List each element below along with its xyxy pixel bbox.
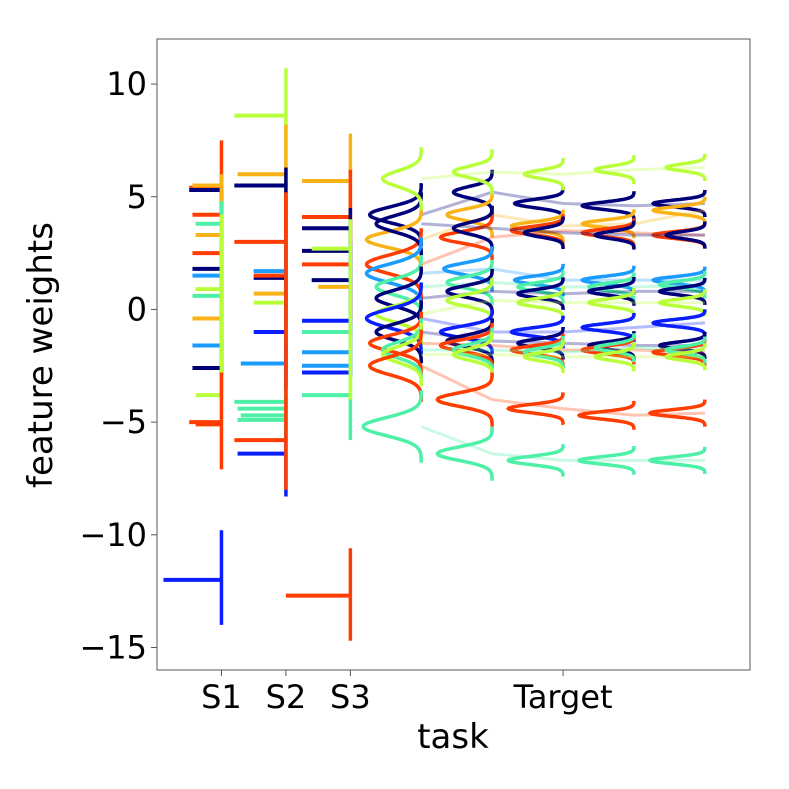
target-weight-distribution <box>516 286 565 319</box>
series-layer <box>163 68 707 641</box>
target-weight-distribution <box>522 157 565 191</box>
source-task-S1 <box>163 140 224 625</box>
target-weight-distribution <box>516 270 565 304</box>
x-tick-label: S3 <box>330 678 371 716</box>
target-weight-distribution <box>650 196 707 224</box>
target-trajectory <box>420 425 705 462</box>
x-tick-label: S2 <box>266 678 307 716</box>
target-weight-distribution <box>657 277 707 306</box>
y-tick-label: −10 <box>79 516 147 554</box>
target-weight-distribution <box>445 259 494 305</box>
target-weight-distribution <box>650 189 707 218</box>
target-weight-distribution <box>647 399 707 427</box>
source-task-S2 <box>234 68 288 497</box>
target-weight-distribution <box>586 288 636 318</box>
target-weight-distribution <box>593 333 636 363</box>
target-weight-distribution <box>593 220 636 250</box>
target-weight-distribution <box>435 426 494 481</box>
target-weight-distribution <box>516 277 565 310</box>
x-axis-ticks: S1 S2 S3 Target <box>201 670 613 716</box>
target-weight-distribution <box>576 400 636 430</box>
target-weight-distribution <box>380 147 424 211</box>
target-weight-distribution <box>451 332 494 377</box>
target-weight-distribution <box>593 155 636 185</box>
target-weight-distribution <box>516 326 565 360</box>
target-weight-distribution <box>586 276 636 306</box>
target-weight-distribution <box>576 445 636 475</box>
y-axis-ticks: 10 5 0 −5 −10 −15 <box>79 65 157 666</box>
y-axis-title: feature weights <box>21 222 61 488</box>
target-weight-distribution <box>435 372 494 427</box>
target-weight-distribution <box>580 209 636 239</box>
plot-frame <box>156 38 751 671</box>
target-weight-distribution <box>451 149 494 195</box>
target-weight-distribution <box>445 268 494 314</box>
target-weight-distribution <box>664 153 707 181</box>
target-trajectory <box>421 353 705 359</box>
target-weight-distribution <box>522 216 565 250</box>
target-trajectory <box>421 166 705 181</box>
target-weight-distribution <box>506 391 565 426</box>
target-weight-distribution <box>367 329 424 402</box>
target-weight-distribution <box>664 221 707 249</box>
target-weight-distribution <box>445 192 494 238</box>
source-task-S3 <box>285 133 353 641</box>
x-tick-label: S1 <box>201 678 242 716</box>
target-task <box>361 147 707 481</box>
target-weight-distribution <box>664 336 707 364</box>
target-weight-distribution <box>506 443 565 478</box>
target-trajectory <box>421 298 705 316</box>
target-weight-distribution <box>593 342 636 372</box>
y-tick-label: 5 <box>127 178 147 216</box>
target-weight-distribution <box>438 309 494 355</box>
target-weight-distribution <box>522 340 565 374</box>
y-tick-label: 0 <box>127 290 147 328</box>
target-weight-distribution <box>647 446 707 475</box>
target-weight-distribution <box>374 300 424 364</box>
target-weight-distribution <box>664 343 707 371</box>
x-tick-label: Target <box>513 678 613 716</box>
y-tick-label: −5 <box>100 403 147 441</box>
target-weight-distribution <box>451 205 494 251</box>
target-trajectory <box>421 222 705 237</box>
y-tick-label: 10 <box>106 65 147 103</box>
x-axis-title: task <box>417 717 489 757</box>
target-weight-distribution <box>361 390 424 463</box>
y-tick-label: −15 <box>79 628 147 666</box>
